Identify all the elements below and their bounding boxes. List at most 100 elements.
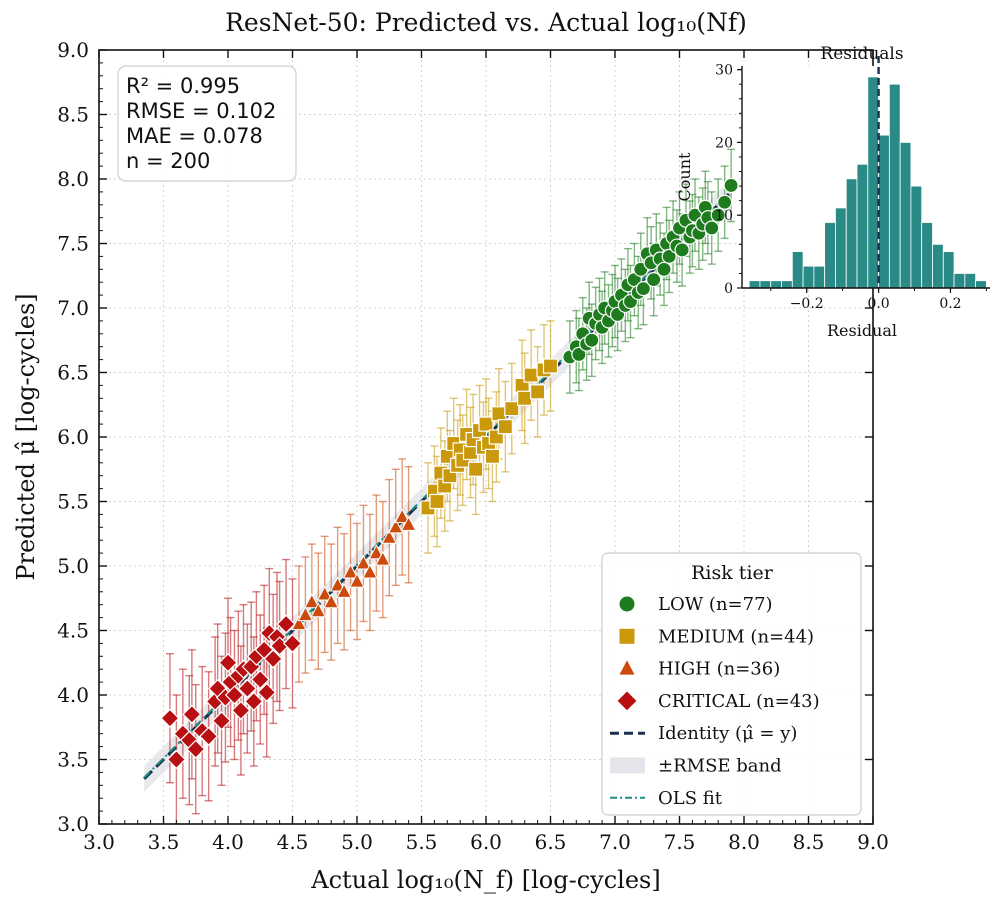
inset-axes: −0.2 0.0 0.2 0 10 20 30 [715, 63, 990, 312]
legend: Risk tier LOW (n=77) MEDIUM (n=44) HIGH (n… [601, 552, 862, 816]
x-tick-label: 4.5 [277, 830, 309, 854]
data-point-square [478, 416, 494, 432]
data-point-diamond [263, 649, 283, 669]
x-axis-label: Actual log₁₀(N_f) [log-cycles] [310, 866, 660, 894]
data-point-square [517, 390, 533, 406]
histogram-bar [921, 222, 933, 289]
x-tick-label: 7.0 [599, 830, 631, 854]
x-tick-label: 8.0 [728, 830, 760, 854]
data-point-diamond [237, 678, 257, 699]
histogram-bar [802, 265, 815, 289]
stat-mae: MAE = 0.078 [126, 124, 263, 148]
stat-n: n = 200 [126, 149, 210, 173]
data-point-square [491, 406, 507, 422]
data-point-diamond [224, 685, 245, 705]
data-point-diamond [231, 700, 251, 721]
x-tick-label: 6.0 [470, 830, 502, 854]
legend-label: CRITICAL (n=43) [658, 691, 820, 712]
inset-x-label: Residual [827, 321, 897, 340]
data-point-triangle [374, 550, 391, 566]
inset-y-tick-label: 30 [715, 63, 733, 79]
x-tick-label: 8.5 [793, 830, 825, 854]
data-point-diamond [276, 614, 296, 634]
data-point-circle [674, 242, 690, 258]
legend-key-circle [619, 596, 635, 612]
x-tick-label: 3.5 [148, 830, 180, 854]
y-tick-label: 5.5 [57, 490, 89, 514]
inset-histogram: Residuals −0.2 0.0 0.2 0 10 20 30 Residual Cou… [675, 44, 990, 340]
data-point-square [462, 444, 479, 461]
data-point-circle [717, 194, 733, 210]
x-tick-label: 5.0 [341, 830, 373, 854]
histogram-bar [964, 273, 977, 289]
x-tick-label: 6.5 [535, 830, 567, 854]
data-point-diamond [182, 704, 202, 724]
y-tick-label: 7.0 [57, 296, 89, 320]
histogram-bar [942, 251, 955, 289]
y-tick-label: 9.0 [57, 38, 89, 62]
x-tick-label: 3.0 [83, 830, 115, 854]
histogram-bar [953, 273, 966, 289]
y-tick-label: 3.0 [57, 812, 89, 836]
y-tick-label: 8.5 [57, 103, 89, 127]
histogram-bar [910, 185, 923, 289]
data-point-diamond [199, 726, 219, 746]
legend-items: LOW (n=77) MEDIUM (n=44) HIGH (n=36) CRITIC… [610, 594, 820, 809]
data-point-square [497, 419, 513, 435]
data-point-triangle [368, 544, 385, 560]
histogram-bar [791, 251, 804, 289]
data-point-triangle [297, 606, 314, 622]
data-point-circle [656, 261, 672, 277]
y-tick-label: 6.5 [57, 361, 89, 385]
inset-y-tick-label: 20 [715, 135, 733, 151]
data-point-triangle [291, 615, 307, 631]
histogram-bar [899, 142, 912, 289]
inset-y-tick-label: 0 [724, 281, 733, 297]
data-points [160, 177, 739, 770]
stats-box: R² = 0.995 RMSE = 0.102 MAE = 0.078 n = … [117, 65, 297, 182]
histogram-bar [770, 280, 782, 289]
y-axis-label: Predicted μ̂ [log-cycles] [12, 293, 40, 580]
data-point-circle [661, 248, 677, 264]
histogram-bar [813, 265, 826, 289]
legend-label: OLS fit [658, 788, 723, 809]
data-point-square [529, 384, 546, 400]
data-point-circle [635, 281, 651, 297]
data-point-triangle [394, 508, 410, 524]
histogram-bar [888, 83, 901, 289]
data-point-triangle [387, 518, 404, 534]
y-tick-label: 4.5 [57, 619, 89, 643]
data-point-diamond [186, 739, 206, 759]
data-point-triangle [316, 585, 333, 601]
histogram-bar [975, 280, 987, 289]
histogram-bar [932, 243, 944, 289]
inset-y-label: Count [675, 152, 694, 201]
legend-label: LOW (n=77) [658, 594, 773, 615]
legend-key-square [619, 628, 635, 644]
stat-r2: R² = 0.995 [126, 74, 240, 98]
legend-key-triangle [619, 660, 635, 675]
histogram-bar [835, 207, 847, 289]
inset-x-tick-label: −0.2 [790, 296, 824, 312]
data-point-circle [571, 346, 587, 363]
data-point-diamond [211, 711, 232, 731]
legend-label: ±RMSE band [658, 756, 782, 777]
data-point-square [523, 367, 539, 383]
data-point-diamond [250, 669, 270, 690]
histogram-bar [845, 178, 858, 289]
legend-title: Risk tier [691, 562, 774, 584]
legend-key-diamond [617, 691, 637, 711]
data-point-triangle [342, 563, 359, 579]
histogram-bar [824, 222, 836, 289]
inset-bars [748, 56, 987, 289]
y-tick-label: 5.0 [57, 554, 89, 578]
chart-title: ResNet-50: Predicted vs. Actual log₁₀(Nf… [225, 8, 747, 37]
data-point-circle [704, 220, 720, 236]
data-point-triangle [310, 602, 327, 618]
data-point-triangle [323, 593, 340, 609]
y-tick-label: 8.0 [57, 167, 89, 191]
data-point-diamond [160, 708, 180, 728]
data-point-triangle [355, 554, 372, 570]
data-point-circle [646, 272, 662, 288]
data-point-circle [723, 177, 739, 194]
